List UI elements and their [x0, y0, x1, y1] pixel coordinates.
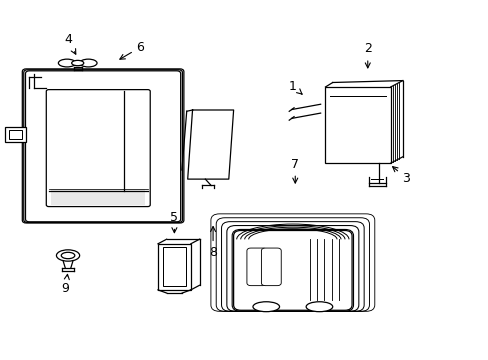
Ellipse shape — [80, 59, 97, 67]
Text: 1: 1 — [288, 80, 302, 94]
FancyBboxPatch shape — [246, 248, 266, 285]
FancyBboxPatch shape — [46, 90, 150, 207]
Ellipse shape — [58, 59, 76, 67]
FancyBboxPatch shape — [5, 127, 26, 142]
FancyBboxPatch shape — [163, 247, 185, 286]
FancyBboxPatch shape — [158, 244, 190, 290]
Ellipse shape — [61, 252, 75, 259]
FancyBboxPatch shape — [261, 248, 281, 285]
FancyBboxPatch shape — [233, 230, 351, 310]
Ellipse shape — [56, 250, 80, 261]
Text: 8: 8 — [209, 226, 217, 259]
FancyBboxPatch shape — [9, 130, 22, 139]
FancyBboxPatch shape — [51, 189, 145, 205]
Ellipse shape — [305, 302, 332, 312]
Text: 3: 3 — [392, 167, 409, 185]
Text: 6: 6 — [120, 41, 144, 59]
Ellipse shape — [252, 302, 279, 312]
FancyBboxPatch shape — [325, 87, 390, 163]
Text: 7: 7 — [291, 158, 299, 183]
Text: 2: 2 — [363, 42, 371, 68]
Ellipse shape — [72, 60, 83, 66]
Text: 5: 5 — [170, 211, 178, 233]
Text: 4: 4 — [64, 33, 76, 54]
Text: 9: 9 — [61, 274, 69, 294]
